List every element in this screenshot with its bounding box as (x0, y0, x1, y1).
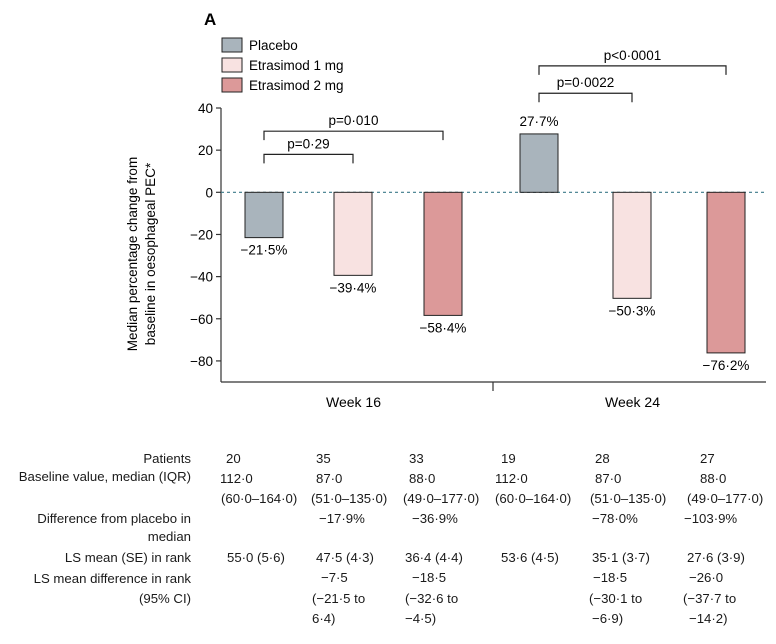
ls-difference-ci-cell: (−21·5 to (312, 591, 366, 606)
bar (612, 191, 652, 299)
bar (333, 191, 373, 276)
y-tick-label: −20 (190, 227, 213, 242)
bar-value-label: −76·2% (703, 358, 750, 373)
baseline-median-cell: 87·0 (316, 471, 343, 486)
difference-cell: −78·0% (592, 511, 638, 526)
y-tick-label: −80 (190, 354, 213, 369)
difference-cell: −103·9% (684, 511, 738, 526)
bar-value-label: 27·7% (519, 114, 558, 129)
y-axis-label-line-2: baseline in oesophageal PEC* (143, 162, 158, 345)
p-value-label: p<0·0001 (604, 48, 661, 63)
bar-chart: A Placebo Etrasimod 1 mg Etrasimod 2 mg Me… (125, 10, 766, 410)
patients-cell: 35 (316, 451, 331, 466)
ls-difference-ci-cell: 6·4) (312, 611, 336, 626)
p-value-label: p=0·29 (287, 136, 329, 151)
ls-difference-ci-cell: (−32·6 to (405, 591, 459, 606)
ls-difference-ci-cell: −6·9) (592, 611, 624, 626)
difference-cell: −36·9% (412, 511, 458, 526)
legend-swatch (221, 77, 243, 93)
ls-difference-ci-cell: (−37·7 to (683, 591, 737, 606)
y-tick-label: 0 (205, 185, 213, 200)
difference-cell: −17·9% (319, 511, 365, 526)
significance-bracket (538, 92, 633, 103)
baseline-median-cell: 88·0 (409, 471, 436, 486)
ls-difference-cell: −18·5 (593, 570, 628, 585)
significance-brackets: p=0·29p=0·010 p=0·0022 p<0·0001 (263, 48, 727, 164)
baseline-iqr-cell: (60·0–164·0) (221, 491, 298, 506)
baseline-iqr-cell: (49·0–177·0) (687, 491, 764, 506)
legend-swatch (221, 57, 243, 73)
baseline-median-cell: 112·0 (495, 471, 528, 486)
ls-difference-cell: −7·5 (321, 570, 348, 585)
p-value-label: p=0·010 (329, 113, 379, 128)
ls-mean-cell: 35·1 (3·7) (592, 550, 650, 565)
bar (423, 191, 463, 316)
bar-value-label: −21·5% (241, 243, 288, 258)
legend-label: Placebo (249, 38, 298, 53)
bars: −21·5% 27·7% −39·4% −50·3% −58·4% −76·2% (241, 114, 750, 373)
legend: Placebo Etrasimod 1 mg Etrasimod 2 mg (221, 37, 344, 93)
baseline-iqr-cell: (49·0–177·0) (403, 491, 480, 506)
ls-mean-cell: 36·4 (4·4) (405, 550, 463, 565)
p-value-label: p=0·0022 (557, 75, 614, 90)
significance-bracket (263, 130, 444, 141)
y-tick-label: 20 (198, 143, 213, 158)
y-tick-label: 40 (198, 101, 213, 116)
patients-cell: 33 (409, 451, 424, 466)
patients-cell: 27 (700, 451, 715, 466)
patients-cell: 20 (226, 451, 241, 466)
baseline-iqr-cell: (51·0–135·0) (311, 491, 388, 506)
axes: 40 20 0 −20 −40 −60 −80 Week 16 Week 24 (190, 101, 766, 410)
row-label-ls-mean: LS mean (SE) in rank (64, 550, 191, 565)
bar (244, 191, 284, 239)
patients-cell: 28 (595, 451, 610, 466)
baseline-iqr-cell: (51·0–135·0) (590, 491, 667, 506)
ls-difference-ci-cell: −4·5) (405, 611, 437, 626)
ls-difference-ci-cell: (−30·1 to (589, 591, 643, 606)
x-group-label: Week 24 (605, 394, 660, 410)
ls-mean-cell: 55·0 (5·6) (227, 550, 285, 565)
row-label-patients: Patients (143, 451, 191, 466)
ls-difference-cell: −26·0 (689, 570, 724, 585)
ls-mean-cell: 27·6 (3·9) (687, 550, 745, 565)
row-label-difference-line-1: Difference from placebo in (37, 511, 191, 526)
baseline-iqr-cell: (60·0–164·0) (495, 491, 572, 506)
ls-difference-cell: −18·5 (412, 570, 447, 585)
bar-value-label: −39·4% (330, 280, 377, 295)
bar-value-label: −50·3% (609, 303, 656, 318)
patients-cell: 19 (501, 451, 516, 466)
y-tick-label: −40 (190, 270, 213, 285)
significance-bracket (263, 153, 354, 164)
baseline-median-cell: 88·0 (700, 471, 727, 486)
bar (519, 133, 559, 193)
row-label-ls-difference-line-1: LS mean difference in rank (33, 571, 191, 586)
y-tick-label: −60 (190, 312, 213, 327)
row-label-baseline: Baseline value, median (IQR) (18, 469, 191, 484)
baseline-median-cell: 112·0 (220, 471, 253, 486)
legend-label: Etrasimod 1 mg (249, 58, 344, 73)
panel-label: A (204, 10, 216, 29)
significance-bracket (538, 65, 727, 75)
ls-mean-cell: 47·5 (4·3) (316, 550, 374, 565)
y-axis-label-line-1: Median percentage change from (125, 157, 140, 351)
ls-difference-ci-cell: −14·2) (689, 611, 728, 626)
row-label-difference-line-2: median (147, 529, 191, 544)
ls-mean-cell: 53·6 (4·5) (501, 550, 559, 565)
baseline-median-cell: 87·0 (595, 471, 622, 486)
bar (706, 191, 746, 354)
row-label-ls-difference-line-2: (95% CI) (138, 591, 191, 606)
bar-value-label: −58·4% (420, 320, 467, 335)
legend-swatch (221, 37, 243, 53)
x-group-label: Week 16 (326, 394, 381, 410)
legend-label: Etrasimod 2 mg (249, 78, 344, 93)
